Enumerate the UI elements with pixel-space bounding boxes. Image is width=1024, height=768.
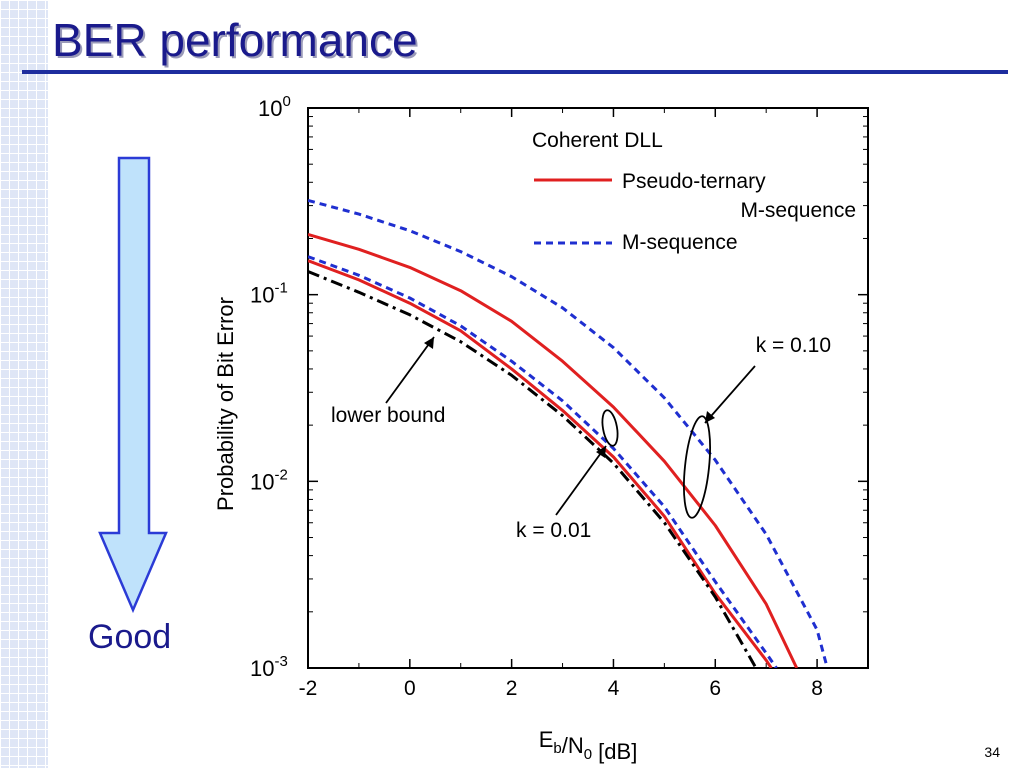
- series-line: [308, 270, 758, 668]
- legend-label: Pseudo-ternary: [622, 170, 766, 193]
- y-axis-label: Probability of Bit Error: [213, 297, 238, 511]
- annotation-arrow: [555, 445, 607, 516]
- series-line: [308, 255, 778, 668]
- annotation-arrowhead: [705, 411, 715, 423]
- x-tick-label: 2: [506, 677, 518, 700]
- legend-label: M-sequence: [622, 231, 738, 254]
- series-line: [308, 233, 799, 668]
- x-axis-label: Eb/N0 [dB]: [539, 727, 638, 764]
- page-number: 34: [984, 744, 1000, 760]
- annotation-label: lower bound: [331, 404, 445, 427]
- good-label: Good: [88, 618, 172, 656]
- x-tick-label: 6: [709, 677, 721, 700]
- x-tick-label: 4: [608, 677, 620, 700]
- y-tick-label: 100: [258, 93, 291, 121]
- title-underline: [22, 70, 1008, 74]
- legend-title: Coherent DLL: [532, 129, 663, 152]
- y-tick-label: 10-1: [250, 280, 288, 308]
- y-tick-label: 10-2: [250, 466, 288, 494]
- y-tick-label: 10-3: [250, 653, 288, 681]
- series-line: [308, 198, 829, 668]
- annotation-arrowhead: [596, 446, 606, 458]
- down-arrow-icon: [98, 156, 168, 614]
- annotation-ellipse: [601, 409, 619, 447]
- annotation-arrow: [385, 336, 435, 404]
- legend-label-line2: M-sequence: [740, 199, 856, 222]
- x-tick-label: 0: [404, 677, 416, 700]
- slide-title: BER performance: [52, 14, 418, 66]
- annotation-label: k = 0.01: [516, 519, 591, 542]
- plot-frame: [307, 107, 869, 669]
- series-line: [308, 259, 773, 668]
- x-tick-label: 8: [811, 677, 823, 700]
- x-tick-label: -2: [299, 677, 318, 700]
- series-group: [308, 198, 829, 668]
- annotation-arrowhead: [424, 337, 434, 349]
- annotation-label: k = 0.10: [756, 334, 831, 357]
- annotation-arrow: [704, 365, 756, 424]
- annotation-ellipse: [683, 415, 711, 519]
- decorative-side-strip: [0, 0, 48, 768]
